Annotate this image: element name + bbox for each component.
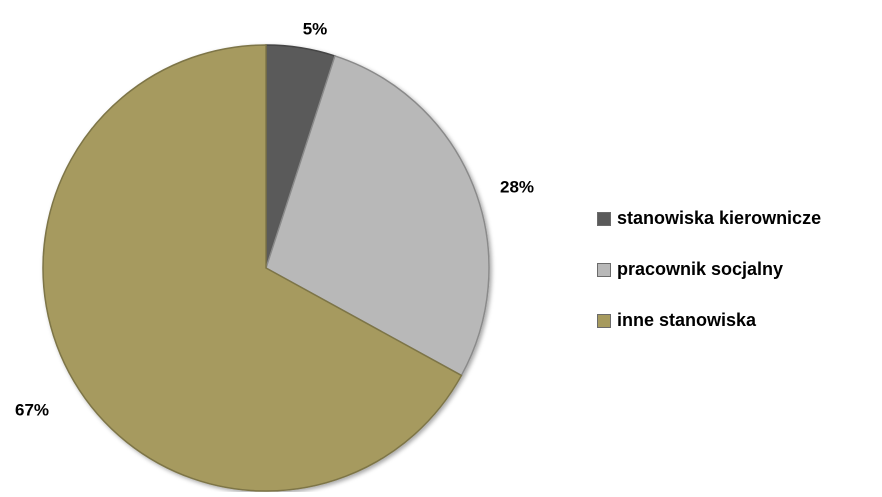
- legend-label-pracownik-socjalny: pracownik socjalny: [617, 259, 784, 279]
- data-label-stanowiska-kierownicze: 5%: [303, 19, 328, 38]
- legend-label-inne-stanowiska: inne stanowiska: [617, 310, 757, 330]
- data-label-inne-stanowiska: 67%: [15, 400, 49, 419]
- legend-item-pracownik-socjalny: pracownik socjalny: [597, 259, 821, 279]
- legend-swatch-stanowiska-kierownicze: [597, 211, 611, 226]
- pie-slice-pracownik-socjalny: [265, 54, 490, 377]
- legend-label-stanowiska-kierownicze: stanowiska kierownicze: [617, 208, 822, 228]
- legend: stanowiska kierownicze pracownik socjaln…: [597, 208, 822, 330]
- legend-item-inne-stanowiska: inne stanowiska: [597, 310, 821, 330]
- legend-swatch-pracownik-socjalny: [597, 262, 611, 277]
- legend-swatch-inne-stanowiska: [597, 313, 611, 328]
- pie-slice-inne-stanowiska: [42, 44, 463, 492]
- legend-item-stanowiska-kierownicze: stanowiska kierownicze: [597, 208, 822, 228]
- data-label-pracownik-socjalny: 28%: [500, 177, 534, 196]
